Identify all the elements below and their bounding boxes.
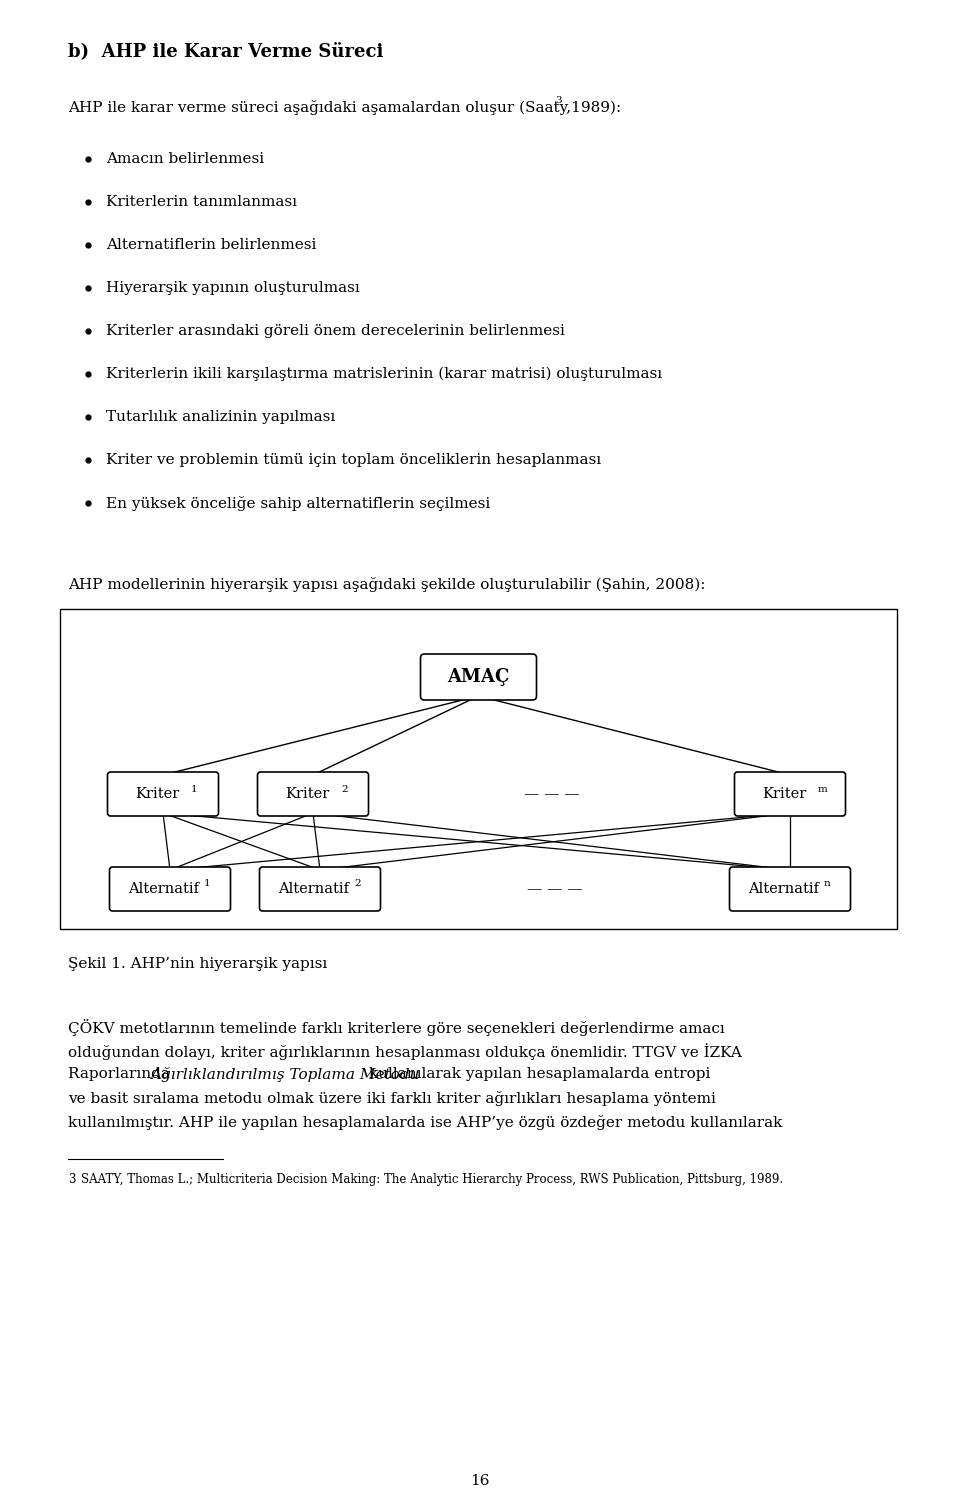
Text: 2: 2	[341, 785, 348, 794]
Text: kullanılarak yapılan hesaplamalarda entropi: kullanılarak yapılan hesaplamalarda entr…	[364, 1067, 710, 1080]
Text: Alternatif: Alternatif	[749, 881, 820, 896]
FancyBboxPatch shape	[108, 773, 219, 816]
Text: 1: 1	[191, 785, 198, 794]
Text: 16: 16	[470, 1474, 490, 1488]
Text: kullanılmıştır. AHP ile yapılan hesaplamalarda ise AHP’ye özgü özdeğer metodu ku: kullanılmıştır. AHP ile yapılan hesaplam…	[68, 1115, 782, 1130]
Text: 2: 2	[354, 880, 361, 889]
Text: n: n	[824, 880, 830, 889]
Text: 3: 3	[68, 1172, 76, 1186]
Text: AHP ile karar verme süreci aşağıdaki aşamalardan oluşur (Saaty,1989):: AHP ile karar verme süreci aşağıdaki aşa…	[68, 100, 621, 115]
Text: Ağırlıklandırılmış Toplama Metodu: Ağırlıklandırılmış Toplama Metodu	[150, 1067, 420, 1082]
FancyBboxPatch shape	[259, 868, 380, 911]
FancyBboxPatch shape	[109, 868, 230, 911]
Text: — — —: — — —	[524, 788, 579, 801]
Text: Kriter: Kriter	[285, 788, 329, 801]
Text: Kriterlerin tanımlanması: Kriterlerin tanımlanması	[106, 195, 297, 210]
Text: Alternatif: Alternatif	[278, 881, 349, 896]
Text: Kriterlerin ikili karşılaştırma matrislerinin (karar matrisi) oluşturulması: Kriterlerin ikili karşılaştırma matrisle…	[106, 367, 662, 382]
Text: AMAÇ: AMAÇ	[447, 668, 510, 687]
Text: 3: 3	[555, 97, 562, 106]
Text: Tutarlılık analizinin yapılması: Tutarlılık analizinin yapılması	[106, 410, 335, 424]
Text: Alternatiflerin belirlenmesi: Alternatiflerin belirlenmesi	[106, 238, 317, 252]
Text: Amacın belirlenmesi: Amacın belirlenmesi	[106, 152, 264, 166]
Text: — — —: — — —	[527, 881, 583, 896]
Text: SAATY, Thomas L.; Multicriteria Decision Making: The Analytic Hierarchy Process,: SAATY, Thomas L.; Multicriteria Decision…	[81, 1172, 783, 1186]
Text: Kriter ve problemin tümü için toplam önceliklerin hesaplanması: Kriter ve problemin tümü için toplam önc…	[106, 453, 601, 466]
Text: b)  AHP ile Karar Verme Süreci: b) AHP ile Karar Verme Süreci	[68, 42, 383, 60]
Text: AHP modellerinin hiyerarşik yapısı aşağıdaki şekilde oluşturulabilir (Şahin, 200: AHP modellerinin hiyerarşik yapısı aşağı…	[68, 576, 706, 592]
Text: En yüksek önceliğe sahip alternatiflerin seçilmesi: En yüksek önceliğe sahip alternatiflerin…	[106, 496, 491, 512]
Text: Hiyerarşik yapının oluşturulması: Hiyerarşik yapının oluşturulması	[106, 281, 360, 294]
Text: Alternatif: Alternatif	[129, 881, 200, 896]
FancyBboxPatch shape	[257, 773, 369, 816]
Text: ÇÖKV metotlarının temelinde farklı kriterlere göre seçenekleri değerlendirme ama: ÇÖKV metotlarının temelinde farklı krite…	[68, 1019, 725, 1037]
Text: 1: 1	[204, 880, 210, 889]
Text: ve basit sıralama metodu olmak üzere iki farklı kriter ağırlıkları hesaplama yön: ve basit sıralama metodu olmak üzere iki…	[68, 1091, 716, 1106]
Text: olduğundan dolayı, kriter ağırlıklarının hesaplanması oldukça önemlidir. TTGV ve: olduğundan dolayı, kriter ağırlıklarının…	[68, 1043, 742, 1059]
Text: Şekil 1. AHP’nin hiyerarşik yapısı: Şekil 1. AHP’nin hiyerarşik yapısı	[68, 957, 327, 970]
Bar	[60, 610, 897, 930]
FancyBboxPatch shape	[420, 653, 537, 700]
Text: Kriter: Kriter	[762, 788, 806, 801]
Text: Kriter: Kriter	[134, 788, 180, 801]
FancyBboxPatch shape	[730, 868, 851, 911]
FancyBboxPatch shape	[734, 773, 846, 816]
Text: Kriterler arasındaki göreli önem derecelerinin belirlenmesi: Kriterler arasındaki göreli önem derecel…	[106, 324, 564, 338]
Text: Raporlarında: Raporlarında	[68, 1067, 175, 1080]
Text: m: m	[818, 785, 828, 794]
